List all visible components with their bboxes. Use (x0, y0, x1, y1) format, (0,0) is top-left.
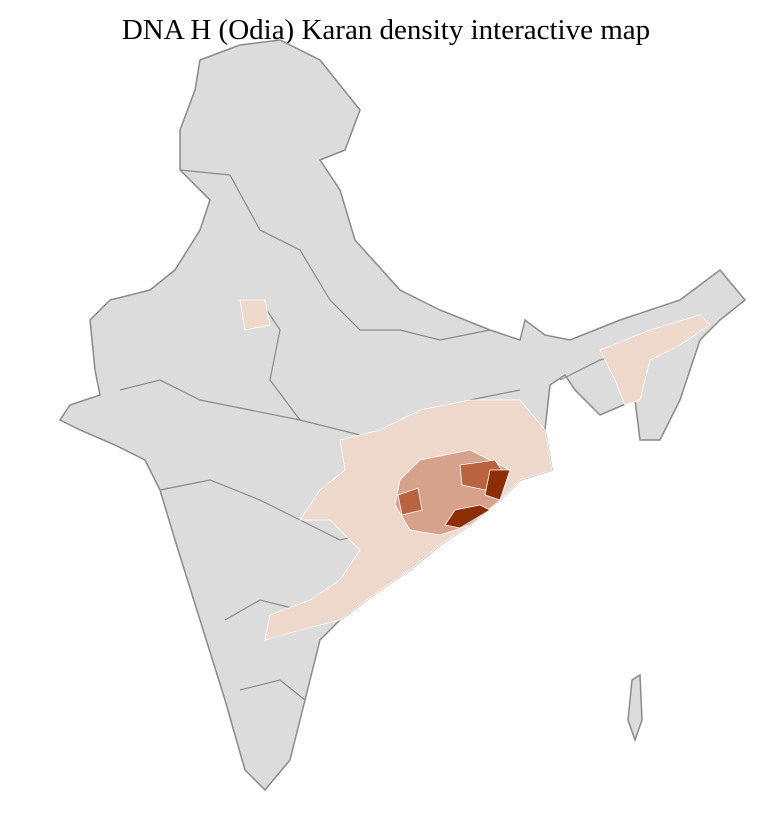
density-max-region[interactable] (484, 469, 511, 501)
density-low-region-north[interactable] (239, 299, 271, 331)
andaman-islands[interactable] (627, 673, 643, 743)
density-max-region[interactable] (444, 504, 491, 529)
map-title: DNA H (Odia) Karan density interactive m… (121, 14, 651, 46)
density-high-region[interactable] (397, 487, 423, 516)
india-outline[interactable] (58, 39, 747, 792)
density-low-region-northeast[interactable] (599, 314, 711, 406)
